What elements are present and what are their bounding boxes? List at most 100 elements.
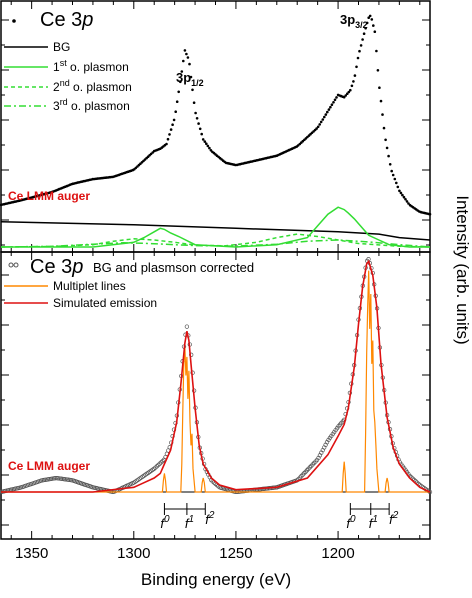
ce3p-data-point — [352, 80, 355, 83]
ce3p-data-point — [388, 163, 392, 166]
ce3p-data-point — [375, 49, 378, 53]
ce3p-data-point — [194, 111, 197, 115]
ce3p-data-point — [376, 69, 380, 72]
top-series-line-1 — [0, 220, 431, 241]
legend-marker-open-circles-2 — [13, 262, 19, 268]
ce3p-data-point — [177, 90, 180, 94]
ce3p-data-point — [166, 137, 170, 141]
bottom-series-line-1 — [1, 270, 430, 493]
ce3p-data-point — [342, 95, 346, 99]
ce3p-data-point — [201, 138, 205, 141]
ce3p-data-point — [356, 56, 360, 60]
ce3p-data-point — [316, 125, 320, 129]
ce3p-data-point — [365, 21, 369, 25]
ce3p-data-point — [390, 169, 394, 173]
x-tick-label: 1200 — [321, 545, 354, 562]
ce3p-data-point — [195, 117, 199, 120]
corrected-data-point — [63, 477, 68, 482]
corrected-data-point — [43, 477, 48, 482]
x-axis-label: Binding energy (eV) — [141, 570, 291, 589]
ce3p-data-point — [168, 133, 171, 136]
bottom-legend: Ce 3p BG and plasmson corrected Multiple… — [4, 256, 254, 310]
ce3p-data-point — [321, 118, 325, 121]
ce3p-data-point — [364, 26, 367, 30]
ce3p-data-point — [361, 38, 364, 41]
ce3p-data-point — [368, 14, 372, 18]
ce3p-data-point — [203, 140, 207, 143]
corrected-data-point — [297, 475, 303, 480]
axis-ticks — [1, 1, 430, 539]
ce3p-data-point — [180, 70, 184, 73]
legend-title-bottom: Ce 3p — [30, 256, 83, 278]
ce3p-data-point — [358, 49, 361, 53]
x-tick-label: 1350 — [15, 545, 48, 562]
ce3p-data-point — [192, 101, 196, 104]
top-series-line-2 — [1, 206, 430, 248]
ce3p-data-point — [326, 110, 329, 114]
x-tick-label: 1250 — [219, 545, 252, 562]
top-series-line-3 — [0, 233, 431, 248]
legend-label-multiplet: Multiplet lines — [53, 279, 126, 293]
ce3p-data-point — [206, 144, 210, 148]
ce3p-data-point — [407, 202, 410, 205]
x-tick-labels: 1350 1300 1250 1200 — [15, 545, 355, 562]
ce3p-data-point — [404, 198, 407, 201]
ce3p-data-point — [402, 195, 406, 199]
legend-label-bg: BG — [53, 40, 70, 54]
ce3p-data-point — [347, 90, 351, 94]
ce3p-data-point — [373, 30, 377, 33]
legend-label-plasmon-1: 1st o. plasmon — [53, 58, 129, 74]
ce3p-data-point — [379, 99, 383, 103]
corrected-data-point — [47, 476, 52, 482]
ce3p-data-point — [327, 108, 331, 111]
marker-label: f2 — [389, 510, 399, 527]
ce3p-data-point — [399, 191, 403, 195]
ce3p-data-point — [171, 123, 174, 126]
ce3p-data-point — [401, 193, 404, 197]
ce3p-data-point — [428, 212, 432, 216]
ce3p-data-point — [186, 56, 190, 59]
top-legend: Ce 3p BG 1st o. plasmon 2nd o. plasmon 3… — [4, 9, 132, 113]
ce3p-data-point — [329, 105, 332, 109]
corrected-data-point — [312, 460, 317, 466]
ce3p-data-point — [205, 142, 208, 145]
ce3p-data-point — [175, 100, 179, 103]
ce3p-data-point — [318, 123, 322, 126]
ce3p-data-point — [381, 113, 384, 116]
y-axis-label: Intensity (arb. units) — [453, 195, 472, 344]
corrected-data-point — [184, 324, 190, 329]
ce3p-data-point — [395, 181, 398, 185]
ce3p-data-point — [362, 32, 366, 35]
top-panel-frame — [0, 0, 431, 253]
top-series-line-4 — [0, 239, 431, 248]
ce3p-data-point — [346, 92, 349, 95]
annotation-auger-top: Ce LMM auger — [8, 189, 90, 203]
annotation-auger-bottom: Ce LMM auger — [8, 459, 90, 473]
corrected-data-point — [57, 476, 62, 481]
ce3p-data-point — [391, 173, 395, 177]
ce3p-data-point — [315, 127, 318, 130]
ce3p-data-point — [165, 142, 168, 146]
top-panel-series — [0, 14, 432, 248]
ce3p-data-point — [370, 18, 374, 21]
legend-title-bottom-suffix: BG and plasmson corrected — [93, 260, 254, 275]
legend-title-top: Ce 3p — [40, 9, 93, 31]
corrected-data-point — [307, 465, 313, 470]
ce3p-data-point — [372, 24, 375, 27]
ce3p-data-point — [335, 96, 338, 99]
ce3p-data-point — [330, 103, 334, 106]
legend-marker-dots — [12, 19, 16, 23]
ce3p-data-point — [355, 65, 358, 69]
ce3p-data-point — [189, 75, 193, 79]
ce3p-data-point — [333, 98, 337, 102]
ce3p-data-point — [382, 126, 386, 130]
configuration-markers: f0 f1 f2 f0 f1 f2 — [160, 503, 399, 531]
ce3p-data-point — [324, 113, 328, 116]
legend-label-simulated: Simulated emission — [53, 296, 157, 310]
bottom-series-line-2 — [1, 259, 431, 493]
bottom-panel-series — [0, 257, 433, 495]
ce3p-data-point — [197, 122, 200, 125]
ce3p-data-point — [344, 94, 348, 97]
ce3p-data-point — [353, 74, 357, 77]
